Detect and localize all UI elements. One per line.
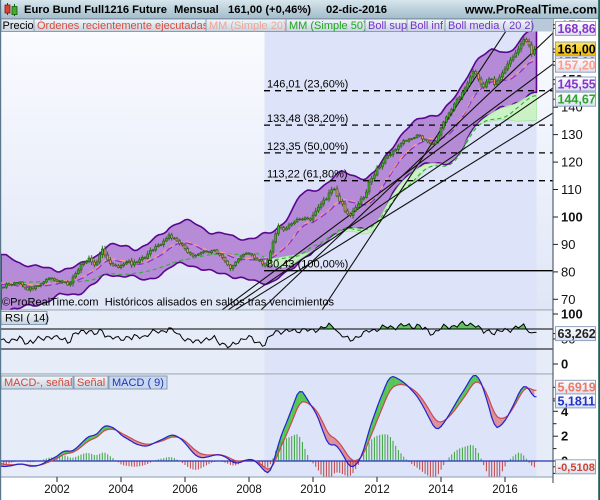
svg-text:2008: 2008 — [236, 484, 262, 496]
svg-text:120: 120 — [561, 155, 583, 170]
svg-text:MACD-, señal: MACD-, señal — [4, 377, 72, 389]
svg-text:Mensual: Mensual — [174, 4, 219, 16]
svg-text:2006: 2006 — [172, 484, 198, 496]
svg-text:161,00 (+0,46%): 161,00 (+0,46%) — [228, 4, 311, 16]
svg-text:63,262: 63,262 — [558, 327, 596, 341]
svg-text:Órdenes recientemente ejecutad: Órdenes recientemente ejecutadas — [37, 19, 209, 32]
svg-text:Boll inf: Boll inf — [410, 20, 444, 32]
svg-text:2016: 2016 — [492, 484, 518, 496]
svg-text:2002: 2002 — [44, 484, 70, 496]
svg-text:70: 70 — [561, 292, 575, 307]
svg-text:2010: 2010 — [300, 484, 326, 496]
svg-text:90: 90 — [561, 237, 575, 252]
svg-text:Boll sup: Boll sup — [368, 20, 407, 32]
svg-text:MM (Simple 50): MM (Simple 50) — [289, 20, 367, 32]
svg-text:Euro Bund Full1216 Future: Euro Bund Full1216 Future — [24, 4, 167, 16]
svg-text:©ProRealTime.com Históricos a: ©ProRealTime.com Históricos alisados en … — [2, 297, 335, 309]
svg-text:113,22 (61,80%): 113,22 (61,80%) — [267, 169, 348, 181]
svg-text:2: 2 — [561, 429, 568, 444]
svg-text:144,67: 144,67 — [558, 93, 596, 107]
svg-text:168,86: 168,86 — [558, 22, 596, 36]
svg-text:80,43 (100,00%): 80,43 (100,00%) — [267, 259, 348, 271]
svg-text:Señal: Señal — [77, 377, 105, 389]
svg-text:02-dic-2016: 02-dic-2016 — [326, 4, 387, 16]
svg-text:100: 100 — [561, 307, 583, 322]
svg-text:2004: 2004 — [108, 484, 134, 496]
svg-text:100: 100 — [561, 210, 583, 225]
svg-text:110: 110 — [561, 182, 582, 197]
svg-text:130: 130 — [561, 127, 583, 142]
svg-text:www.ProRealTime.com: www.ProRealTime.com — [464, 3, 597, 17]
svg-text:161,00: 161,00 — [558, 42, 596, 56]
svg-text:4: 4 — [561, 404, 569, 419]
svg-text:MACD ( 9): MACD ( 9) — [112, 377, 164, 389]
svg-text:2012: 2012 — [364, 484, 390, 496]
svg-text:0: 0 — [561, 357, 568, 372]
svg-text:-0,5108: -0,5108 — [558, 462, 595, 474]
svg-text:157,20: 157,20 — [558, 59, 596, 73]
svg-text:2014: 2014 — [428, 484, 454, 496]
svg-text:146,01 (23,60%): 146,01 (23,60%) — [267, 79, 348, 91]
svg-text:145,55: 145,55 — [558, 77, 596, 91]
svg-text:5,6919: 5,6919 — [558, 381, 596, 395]
svg-text:Precio: Precio — [3, 20, 34, 32]
svg-text:80: 80 — [561, 264, 575, 279]
svg-text:133,48 (38,20%): 133,48 (38,20%) — [267, 113, 348, 125]
svg-text:Boll media ( 20 2): Boll media ( 20 2) — [448, 20, 534, 32]
svg-text:RSI ( 14): RSI ( 14) — [5, 313, 49, 325]
svg-text:123,35 (50,00%): 123,35 (50,00%) — [267, 141, 348, 153]
svg-text:5,1811: 5,1811 — [558, 394, 596, 408]
svg-text:MM (Simple 20): MM (Simple 20) — [209, 20, 287, 32]
